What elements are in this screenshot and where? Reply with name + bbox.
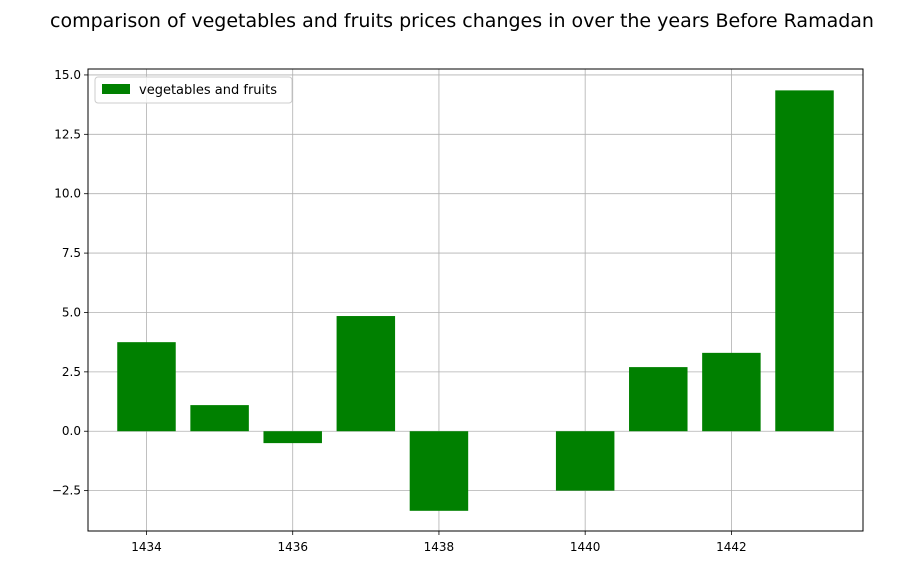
x-tick-label: 1436: [277, 540, 308, 554]
y-tick-label: 7.5: [62, 246, 81, 260]
legend-label: vegetables and fruits: [139, 83, 277, 98]
bar-1437: [336, 316, 396, 432]
bar-1442: [702, 352, 761, 432]
y-tick-label: 5.0: [62, 305, 81, 319]
y-tick-label: 0.0: [62, 424, 81, 438]
bar-1441: [629, 367, 688, 432]
y-tick-label: 15.0: [54, 68, 81, 82]
plot-frame: [87, 68, 864, 532]
y-axis: −2.5 0.0 2.5 5.0 7.5 10.0 12.5 15.0: [52, 68, 88, 498]
bar-1435: [190, 405, 249, 432]
bar-1440: [555, 431, 615, 491]
x-axis: 1434 1436 1438 1440 1442: [131, 531, 747, 554]
x-tick-label: 1438: [424, 540, 455, 554]
bar-1434: [117, 342, 176, 432]
bar-1436: [263, 431, 322, 444]
y-tick-label: 12.5: [54, 127, 81, 141]
bars: [117, 90, 834, 511]
x-tick-label: 1440: [570, 540, 601, 554]
legend-swatch: [102, 84, 130, 94]
x-tick-label: 1442: [716, 540, 747, 554]
y-tick-label: 10.0: [54, 187, 81, 201]
y-tick-label: −2.5: [52, 484, 81, 498]
grid-lines: [88, 69, 863, 531]
legend-box: [94, 76, 293, 104]
bar-1443: [775, 90, 834, 432]
y-tick-label: 2.5: [62, 365, 81, 379]
legend: vegetables and fruits: [94, 76, 293, 104]
chart-title: comparison of vegetables and fruits pric…: [50, 10, 874, 32]
x-tick-label: 1434: [131, 540, 162, 554]
bar-1438: [409, 431, 469, 511]
